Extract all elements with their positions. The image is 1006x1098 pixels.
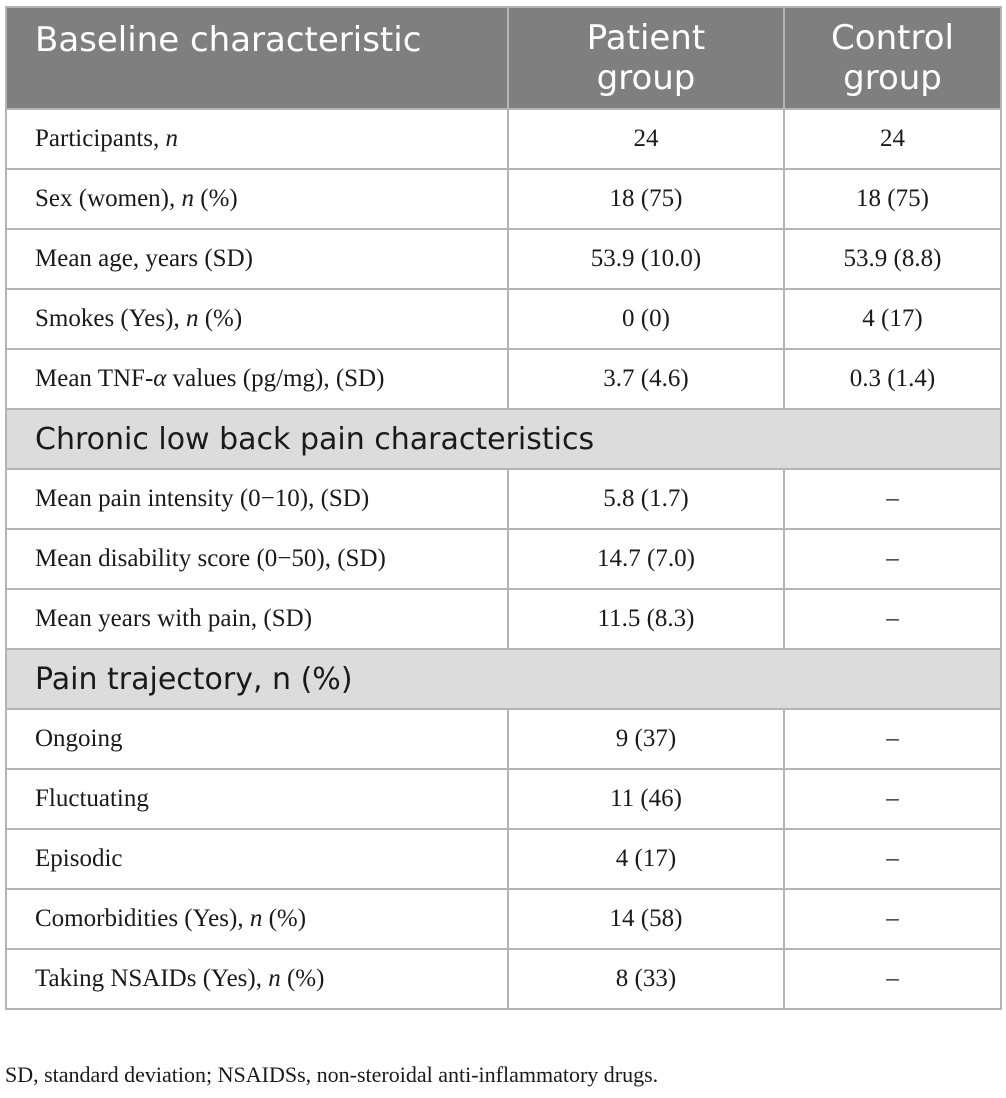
row-label: Comorbidities (Yes), n (%) xyxy=(5,888,509,950)
table-row: Comorbidities (Yes), n (%) 14 (58) – xyxy=(5,888,1002,950)
header-control-group: Control group xyxy=(783,6,1002,110)
label-suffix: (%) xyxy=(194,185,238,212)
table-row: Mean age, years (SD) 53.9 (10.0) 53.9 (8… xyxy=(5,228,1002,290)
label-italic: α xyxy=(153,365,167,392)
baseline-characteristics-table: Baseline characteristic Patient group Co… xyxy=(5,6,1002,1010)
table-row: Mean pain intensity (0−10), (SD) 5.8 (1.… xyxy=(5,468,1002,530)
patient-value: 14 (58) xyxy=(507,888,785,950)
section-header-row: Chronic low back pain characteristics xyxy=(5,408,1002,470)
table-row: Taking NSAIDs (Yes), n (%) 8 (33) – xyxy=(5,948,1002,1010)
header-control-line1: Control xyxy=(831,18,954,58)
label-suffix: (%) xyxy=(280,965,325,992)
patient-value: 8 (33) xyxy=(507,948,785,1010)
control-value: 18 (75) xyxy=(783,168,1002,230)
label-italic: n xyxy=(165,125,179,152)
row-label: Episodic xyxy=(5,828,509,890)
label-suffix: (%) xyxy=(262,905,307,932)
row-label: Mean pain intensity (0−10), (SD) xyxy=(5,468,509,530)
label-text: Mean TNF- xyxy=(35,365,154,392)
label-italic: n xyxy=(181,185,195,212)
control-value: – xyxy=(783,588,1002,650)
label-text: Ongoing xyxy=(35,725,123,752)
control-value: – xyxy=(783,948,1002,1010)
table-row: Episodic 4 (17) – xyxy=(5,828,1002,890)
header-baseline-characteristic: Baseline characteristic xyxy=(5,6,509,110)
table-footnote: SD, standard deviation; NSAIDSs, non-ste… xyxy=(5,1062,659,1087)
table-row: Fluctuating 11 (46) – xyxy=(5,768,1002,830)
table-row: Mean disability score (0−50), (SD) 14.7 … xyxy=(5,528,1002,590)
row-label: Fluctuating xyxy=(5,768,509,830)
label-text: Fluctuating xyxy=(35,785,149,812)
table-row: Sex (women), n (%) 18 (75) 18 (75) xyxy=(5,168,1002,230)
label-italic: n xyxy=(268,965,281,992)
patient-value: 4 (17) xyxy=(507,828,785,890)
row-label: Participants, n xyxy=(5,108,509,170)
control-value: – xyxy=(783,768,1002,830)
label-text: Participants, xyxy=(35,125,166,152)
label-text: Mean age, years (SD) xyxy=(35,245,253,272)
label-italic: n xyxy=(185,305,199,332)
control-value: 0.3 (1.4) xyxy=(783,348,1002,410)
patient-value: 11 (46) xyxy=(507,768,785,830)
table-row: Mean years with pain, (SD) 11.5 (8.3) – xyxy=(5,588,1002,650)
row-label: Taking NSAIDs (Yes), n (%) xyxy=(5,948,509,1010)
table-row: Smokes (Yes), n (%) 0 (0) 4 (17) xyxy=(5,288,1002,350)
label-italic: n xyxy=(249,905,263,932)
control-value: 53.9 (8.8) xyxy=(783,228,1002,290)
label-text: Taking NSAIDs (Yes), xyxy=(35,965,269,992)
header-control-line2: group xyxy=(843,58,942,98)
control-value: 4 (17) xyxy=(783,288,1002,350)
row-label: Mean age, years (SD) xyxy=(5,228,509,290)
patient-value: 9 (37) xyxy=(507,708,785,770)
table-row: Participants, n 24 24 xyxy=(5,108,1002,170)
header-patient-line1: Patient xyxy=(586,18,706,58)
patient-value: 0 (0) xyxy=(507,288,785,350)
row-label: Mean disability score (0−50), (SD) xyxy=(5,528,509,590)
table-row: Ongoing 9 (37) – xyxy=(5,708,1002,770)
row-label: Sex (women), n (%) xyxy=(5,168,509,230)
section-title-pain: Chronic low back pain characteristics xyxy=(5,408,1002,470)
label-suffix: (%) xyxy=(198,305,243,332)
patient-value: 18 (75) xyxy=(507,168,785,230)
control-value: – xyxy=(783,468,1002,530)
control-value: – xyxy=(783,828,1002,890)
label-text: Smokes (Yes), xyxy=(35,305,186,332)
patient-value: 24 xyxy=(507,108,785,170)
label-text: Episodic xyxy=(35,845,123,872)
patient-value: 5.8 (1.7) xyxy=(507,468,785,530)
table-row: Mean TNF-α values (pg/mg), (SD) 3.7 (4.6… xyxy=(5,348,1002,410)
row-label: Smokes (Yes), n (%) xyxy=(5,288,509,350)
control-value: 24 xyxy=(783,108,1002,170)
header-patient-group: Patient group xyxy=(507,6,785,110)
control-value: – xyxy=(783,528,1002,590)
control-value: – xyxy=(783,708,1002,770)
section-title-trajectory: Pain trajectory, n (%) xyxy=(5,648,1002,710)
control-value: – xyxy=(783,888,1002,950)
patient-value: 53.9 (10.0) xyxy=(507,228,785,290)
patient-value: 11.5 (8.3) xyxy=(507,588,785,650)
header-patient-line2: group xyxy=(596,58,696,98)
label-text: Sex (women), xyxy=(35,185,182,212)
table-header-row: Baseline characteristic Patient group Co… xyxy=(5,6,1002,110)
label-suffix: values (pg/mg), (SD) xyxy=(166,365,385,392)
patient-value: 3.7 (4.6) xyxy=(507,348,785,410)
row-label: Mean TNF-α values (pg/mg), (SD) xyxy=(5,348,509,410)
patient-value: 14.7 (7.0) xyxy=(507,528,785,590)
section-header-row: Pain trajectory, n (%) xyxy=(5,648,1002,710)
label-text: Comorbidities (Yes), xyxy=(35,905,250,932)
row-label: Mean years with pain, (SD) xyxy=(5,588,509,650)
row-label: Ongoing xyxy=(5,708,509,770)
